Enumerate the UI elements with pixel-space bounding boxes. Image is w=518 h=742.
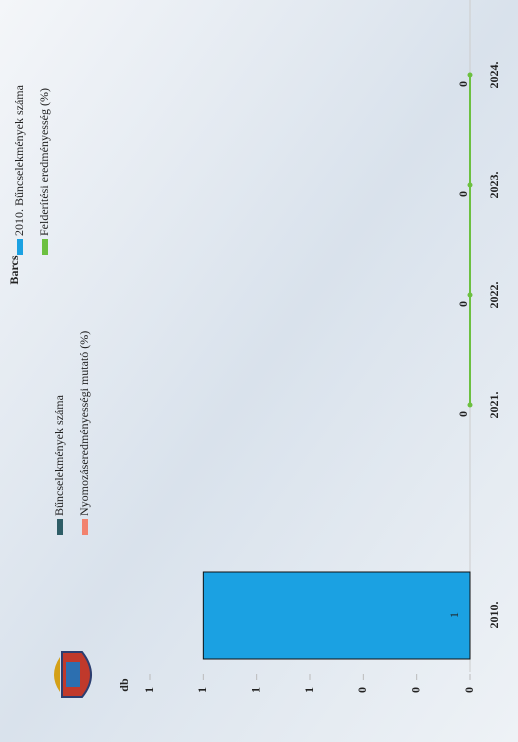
- y-tick-label: 0: [462, 687, 476, 693]
- y-tick-label: 1: [142, 687, 156, 693]
- legend-label: Bűncselekmények száma: [52, 394, 66, 516]
- data-label: 1: [447, 612, 461, 618]
- legend-swatch: [17, 239, 23, 255]
- y-tick-label: 1: [248, 687, 262, 693]
- data-label: 0: [456, 411, 470, 417]
- data-label: 0: [456, 301, 470, 307]
- legend-label: Nyomozáseredményességi mutató (%): [77, 331, 91, 516]
- x-tick-label: 2022.: [487, 282, 501, 309]
- chart-title: Barcs: [7, 255, 21, 284]
- y-tick-label: 0: [408, 687, 422, 693]
- x-tick-label: 2010.: [487, 602, 501, 629]
- point: [467, 402, 473, 408]
- point: [467, 72, 473, 78]
- x-tick-label: 2023.: [487, 172, 501, 199]
- legend-swatch: [42, 239, 48, 255]
- legend-swatch: [57, 519, 63, 535]
- logo: [54, 651, 92, 698]
- data-label: 0: [456, 191, 470, 197]
- y-tick-label: 0: [355, 687, 369, 693]
- legend-label: Felderítési eredményesség (%): [37, 88, 51, 236]
- point: [467, 292, 473, 298]
- legend-label: 2010. Bűncselekmények száma: [12, 84, 26, 236]
- point: [467, 182, 473, 188]
- x-tick-label: 2024.: [487, 62, 501, 89]
- y-tick-label: 1: [195, 687, 209, 693]
- data-label: 0: [456, 81, 470, 87]
- y-axis-label: db: [117, 678, 131, 692]
- x-tick-label: 2021.: [487, 392, 501, 419]
- legend-swatch: [82, 519, 88, 535]
- bar: [202, 571, 471, 660]
- y-tick-label: 1: [302, 687, 316, 693]
- rotated-chart: Barcs db 0 0 0 1 1 1 1 2010. 2021. 2022. 2023. 2024…: [7, 0, 501, 698]
